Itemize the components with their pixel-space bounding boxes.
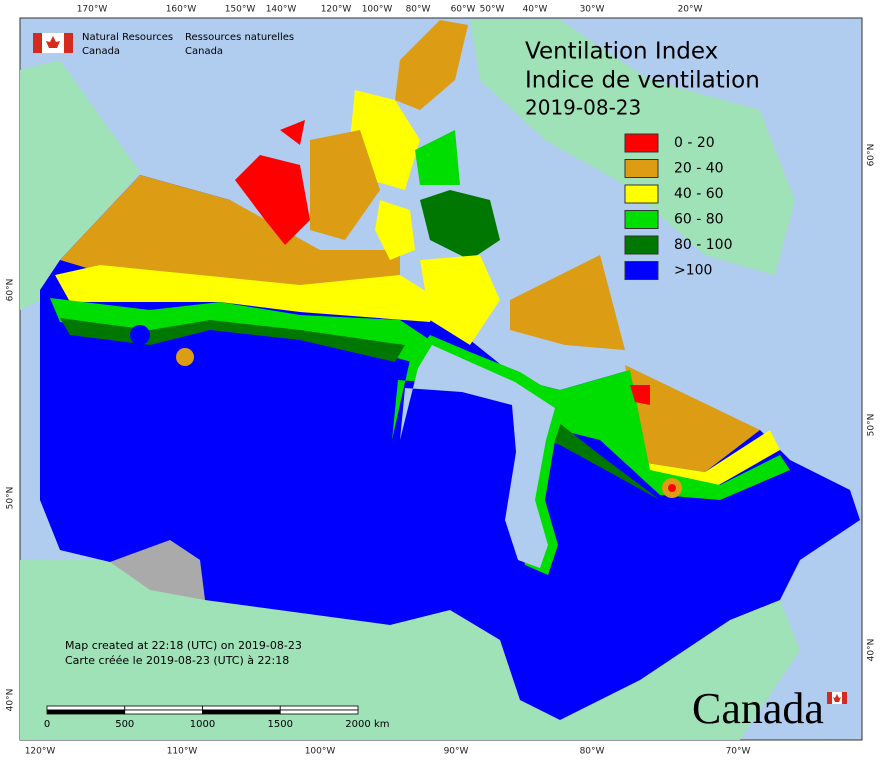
lon-label: 100°W (362, 5, 393, 15)
agency-en: Canada (82, 46, 120, 57)
title-line: Ventilation Index (525, 39, 718, 65)
scale-segment (124, 705, 203, 711)
lon-label: 40°W (523, 5, 548, 15)
agency-signature: Natural Resources Canada Ressources natu… (33, 32, 294, 57)
scale-label: 2000 (345, 719, 370, 730)
agency-fr: Ressources naturelles (185, 32, 294, 43)
graticule: 170°W 160°W 150°W 140°W 120°W 100°W 80°W 60°W 50… (6, 5, 877, 757)
legend-swatch (624, 261, 659, 280)
lon-label: 170°W (77, 5, 108, 15)
lon-label: 90°W (444, 747, 469, 757)
legend-label: 40 - 60 (674, 186, 724, 202)
legend-swatch (624, 159, 659, 178)
agency-fr: Canada (185, 46, 223, 57)
canada-mainland (40, 175, 860, 720)
lon-label: 30°W (580, 5, 605, 15)
hudson-bay (392, 335, 568, 575)
scale-segment (202, 705, 281, 711)
note: Carte créée le 2019-08-23 (UTC) à 22:18 (65, 654, 289, 667)
lat-label: 50°N (867, 414, 877, 437)
lon-label: 110°W (167, 747, 198, 757)
canada-wordmark: Canada (692, 684, 824, 733)
scale-unit: km (374, 719, 390, 730)
scale-label: 1500 (268, 719, 293, 730)
notes: Map created at 22:18 (UTC) on 2019-08-23… (65, 639, 302, 667)
legend-swatch (624, 235, 659, 255)
title-date: 2019-08-23 (525, 96, 641, 120)
scale-bar: 0 500 1000 1500 2000 km (44, 705, 390, 730)
legend-swatch (624, 184, 659, 204)
legend-label: >100 (674, 263, 712, 279)
lon-label: 160°W (166, 5, 197, 15)
lat-label: 60°N (867, 144, 877, 167)
lon-label: 60°W (451, 5, 476, 15)
lon-label: 140°W (266, 5, 297, 15)
lat-label: 40°N (867, 639, 877, 662)
scale-segment (202, 709, 281, 715)
lat-label: 50°N (6, 487, 16, 510)
legend: 0 - 20 20 - 40 40 - 60 60 - 80 80 - 100 >100 (624, 133, 733, 280)
agency-en: Natural Resources (82, 32, 173, 43)
legend-label: 80 - 100 (674, 237, 733, 253)
lon-label: 150°W (225, 5, 256, 15)
note: Map created at 22:18 (UTC) on 2019-08-23 (65, 639, 302, 652)
legend-swatch (624, 210, 659, 229)
lon-label: 100°W (305, 747, 336, 757)
lon-label: 120°W (321, 5, 352, 15)
scale-segment (46, 705, 126, 711)
scale-label: 1000 (190, 719, 215, 730)
lon-label: 120°W (25, 747, 56, 757)
scale-segment (279, 705, 359, 711)
legend-label: 0 - 20 (674, 135, 715, 151)
legend-label: 20 - 40 (674, 161, 724, 177)
title: Ventilation Index Indice de ventilation … (525, 39, 760, 120)
scale-segment (124, 709, 203, 715)
lon-label: 80°W (406, 5, 431, 15)
scale-label: 0 (44, 719, 50, 730)
legend-swatch (624, 133, 659, 153)
scale-segment (279, 709, 359, 715)
lon-label: 50°W (480, 5, 505, 15)
scale-segment (46, 709, 126, 715)
legend-label: 60 - 80 (674, 212, 724, 228)
arctic-islands (235, 20, 500, 345)
title-line: Indice de ventilation (525, 68, 760, 94)
lon-label: 80°W (580, 747, 605, 757)
lat-label: 40°N (6, 689, 16, 712)
lat-label: 60°N (6, 279, 16, 302)
lon-label: 70°W (726, 747, 751, 757)
scale-label: 500 (115, 719, 134, 730)
lon-label: 20°W (678, 5, 703, 15)
wordmark: Canada (692, 684, 847, 733)
